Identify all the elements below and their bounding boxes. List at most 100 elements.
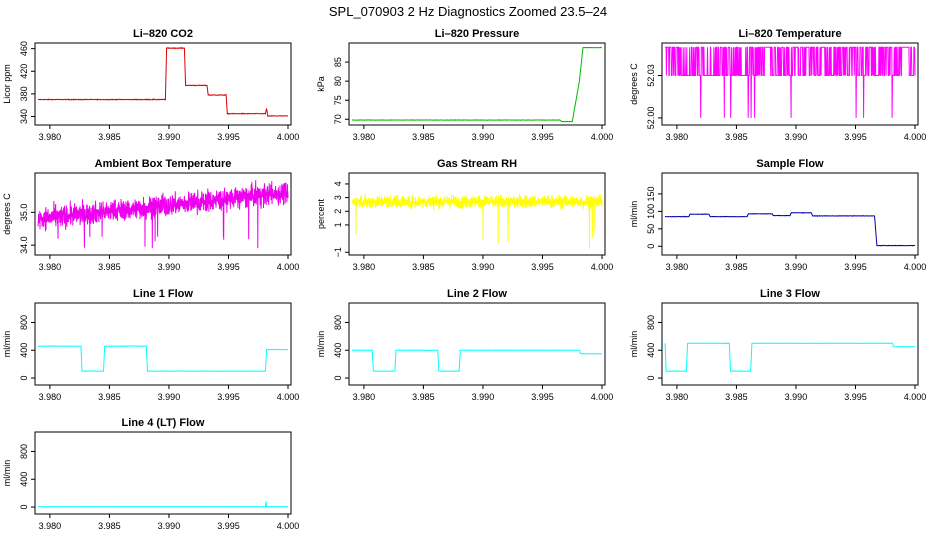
x-tick-label: 3.995 bbox=[844, 392, 867, 402]
x-tick-label: 3.990 bbox=[158, 262, 181, 272]
y-tick-label: 0 bbox=[646, 376, 656, 381]
y-axis-label: percent bbox=[316, 198, 326, 229]
x-tick-label: 3.980 bbox=[666, 262, 689, 272]
panel-2: Li–820 Pressure kPa 3.980 3.985 3.990 3.995 4.… bbox=[316, 28, 613, 142]
x-tick-label: 3.995 bbox=[217, 392, 240, 402]
panel-1: Li–820 CO2 Licor ppm 3.980 3.985 3.990 3.995 4… bbox=[2, 28, 299, 142]
plot-frame bbox=[34, 172, 292, 256]
x-tick-label: 3.985 bbox=[412, 262, 435, 272]
figure-title: SPL_070903 2 Hz Diagnostics Zoomed 23.5–… bbox=[329, 4, 607, 19]
x-tick-label: 3.985 bbox=[412, 392, 435, 402]
x-tick-label: 3.990 bbox=[785, 392, 808, 402]
y-tick-label: 800 bbox=[19, 315, 29, 330]
x-tick-label: 3.980 bbox=[39, 132, 62, 142]
panel-4: Ambient Box Temperature degrees C 3.980 3.9… bbox=[2, 158, 299, 272]
y-tick-label: 35.0 bbox=[19, 204, 29, 222]
series-line bbox=[351, 193, 603, 250]
x-tick-label: 3.995 bbox=[217, 521, 240, 531]
y-tick-label: 400 bbox=[333, 343, 343, 358]
plot-frame bbox=[34, 42, 292, 126]
series-line bbox=[37, 180, 289, 249]
x-tick-label: 3.990 bbox=[472, 392, 495, 402]
panel-title: Li–820 Pressure bbox=[435, 28, 519, 40]
y-tick-label: 400 bbox=[19, 472, 29, 487]
x-tick-label: 3.985 bbox=[98, 262, 121, 272]
panel-8: Line 2 Flow ml/min 3.980 3.985 3.990 3.995 4.0… bbox=[316, 288, 613, 402]
series-line bbox=[38, 46, 289, 118]
plot-frame bbox=[34, 302, 292, 386]
x-tick-label: 4.000 bbox=[904, 392, 927, 402]
x-tick-label: 4.000 bbox=[277, 262, 300, 272]
x-tick-label: 3.995 bbox=[217, 132, 240, 142]
panel-6: Sample Flow ml/min 3.980 3.985 3.990 3.995 4.0… bbox=[629, 158, 926, 272]
x-tick-label: 3.980 bbox=[39, 521, 62, 531]
x-tick-label: 3.990 bbox=[158, 392, 181, 402]
y-tick-label: 85 bbox=[333, 57, 343, 67]
plot-frame bbox=[348, 302, 606, 386]
y-tick-label: 800 bbox=[333, 315, 343, 330]
x-tick-label: 3.985 bbox=[98, 392, 121, 402]
x-tick-label: 3.985 bbox=[725, 132, 748, 142]
y-tick-label: 800 bbox=[646, 315, 656, 330]
x-tick-label: 3.980 bbox=[39, 392, 62, 402]
y-tick-label: 2 bbox=[333, 209, 343, 214]
plot-frame bbox=[661, 172, 919, 256]
x-tick-label: 3.985 bbox=[412, 132, 435, 142]
panel-title: Sample Flow bbox=[756, 158, 824, 170]
y-axis-label: ml/min bbox=[629, 331, 639, 358]
panel-3: Li–820 Temperature degrees C 3.980 3.985 3.9… bbox=[629, 28, 926, 142]
y-axis-label: ml/min bbox=[316, 331, 326, 358]
panel-title: Line 2 Flow bbox=[447, 288, 507, 300]
x-tick-label: 4.000 bbox=[277, 392, 300, 402]
y-tick-label: 34.0 bbox=[19, 236, 29, 254]
y-tick-label: −1 bbox=[333, 247, 343, 257]
y-tick-label: 400 bbox=[646, 343, 656, 358]
x-tick-label: 3.980 bbox=[666, 132, 689, 142]
y-tick-label: 50 bbox=[646, 224, 656, 234]
panel-title: Line 1 Flow bbox=[133, 288, 193, 300]
plot-frame bbox=[661, 302, 919, 386]
y-tick-label: 70 bbox=[333, 114, 343, 124]
panel-title: Ambient Box Temperature bbox=[95, 158, 232, 170]
x-tick-label: 3.995 bbox=[844, 262, 867, 272]
series-line bbox=[351, 46, 602, 123]
x-tick-label: 3.980 bbox=[353, 262, 376, 272]
x-tick-label: 3.985 bbox=[98, 521, 121, 531]
x-tick-label: 4.000 bbox=[591, 132, 614, 142]
x-tick-label: 3.990 bbox=[472, 132, 495, 142]
plot-frame bbox=[661, 42, 919, 126]
panel-5: Gas Stream RH percent 3.980 3.985 3.990 3.995… bbox=[316, 158, 613, 272]
y-tick-label: 0 bbox=[646, 244, 656, 249]
y-tick-label: 52.03 bbox=[646, 64, 656, 87]
panel-title: Li–820 CO2 bbox=[133, 28, 193, 40]
plot-frame bbox=[34, 431, 292, 515]
x-tick-label: 3.995 bbox=[217, 262, 240, 272]
x-tick-label: 3.995 bbox=[531, 392, 554, 402]
series-line bbox=[37, 345, 288, 373]
y-axis-label: ml/min bbox=[629, 201, 639, 228]
x-tick-label: 3.990 bbox=[785, 132, 808, 142]
y-tick-label: 0 bbox=[333, 376, 343, 381]
y-tick-label: 4 bbox=[333, 181, 343, 186]
y-axis-label: kPa bbox=[316, 76, 326, 92]
x-tick-label: 3.995 bbox=[531, 132, 554, 142]
y-tick-label: 340 bbox=[19, 109, 29, 124]
y-tick-label: 100 bbox=[646, 204, 656, 219]
panel-9: Line 3 Flow ml/min 3.980 3.985 3.990 3.995 4.0… bbox=[629, 288, 926, 402]
series-line bbox=[37, 501, 288, 508]
y-tick-label: 800 bbox=[19, 444, 29, 459]
y-tick-label: 420 bbox=[19, 64, 29, 79]
y-tick-label: 150 bbox=[646, 186, 656, 201]
x-tick-label: 3.990 bbox=[785, 262, 808, 272]
x-tick-label: 3.995 bbox=[844, 132, 867, 142]
x-tick-label: 3.990 bbox=[158, 132, 181, 142]
y-tick-label: 1 bbox=[333, 222, 343, 227]
x-tick-label: 4.000 bbox=[904, 262, 927, 272]
plot-frame bbox=[348, 172, 606, 256]
y-tick-label: 380 bbox=[19, 86, 29, 101]
y-axis-label: degrees C bbox=[2, 193, 12, 235]
y-tick-label: 80 bbox=[333, 76, 343, 86]
panel-title: Li–820 Temperature bbox=[738, 28, 841, 40]
series-line bbox=[665, 211, 916, 247]
